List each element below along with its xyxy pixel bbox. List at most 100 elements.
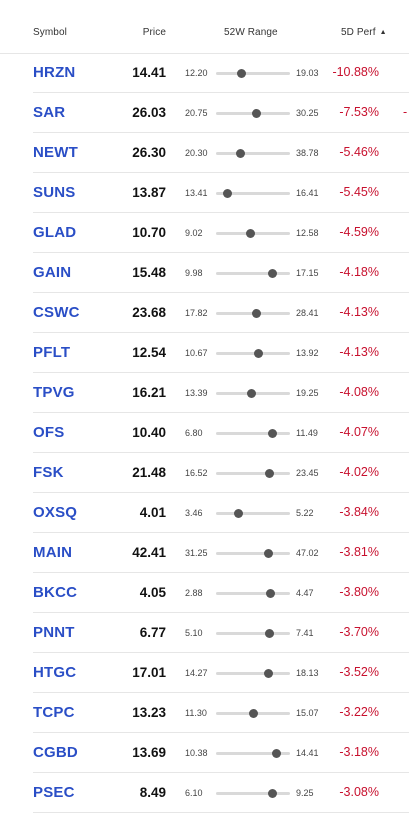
range-high: 17.15 <box>296 268 319 278</box>
column-header-price[interactable]: Price <box>142 27 166 38</box>
price-value: 4.01 <box>139 505 166 520</box>
symbol-link[interactable]: OFS <box>33 424 65 441</box>
table-row[interactable]: OXSQ 4.01 3.46 5.22 -3.84% <box>33 493 409 533</box>
symbol-link[interactable]: BKCC <box>33 584 78 601</box>
price-value: 13.69 <box>132 745 166 760</box>
range-low: 9.02 <box>185 228 203 238</box>
perf-value: -3.81% <box>339 545 379 559</box>
range-high: 5.22 <box>296 508 314 518</box>
perf-value: -3.08% <box>339 785 379 799</box>
price-value: 14.41 <box>132 65 166 80</box>
symbol-link[interactable]: PFLT <box>33 344 71 361</box>
range-low: 9.98 <box>185 268 203 278</box>
range-high: 9.25 <box>296 788 314 798</box>
table-row[interactable]: TCPC 13.23 11.30 15.07 -3.22% <box>33 693 409 733</box>
table-row[interactable]: HRZN 14.41 12.20 19.03 -10.88% <box>33 53 409 93</box>
perf-value: -4.13% <box>339 305 379 319</box>
perf-value: -5.46% <box>339 145 379 159</box>
table-row[interactable]: PSEC 8.49 6.10 9.25 -3.08% <box>33 773 409 813</box>
range-high: 47.02 <box>296 548 319 558</box>
range-high: 7.41 <box>296 628 314 638</box>
symbol-link[interactable]: NEWT <box>33 144 78 161</box>
column-header-52w-range[interactable]: 52W Range <box>224 27 278 38</box>
range-track <box>216 109 290 118</box>
range-track <box>216 509 290 518</box>
symbol-link[interactable]: PNNT <box>33 624 75 641</box>
table-row[interactable]: NEWT 26.30 20.30 38.78 -5.46% <box>33 133 409 173</box>
symbol-link[interactable]: HRZN <box>33 64 76 81</box>
table-row[interactable]: MAIN 42.41 31.25 47.02 -3.81% <box>33 533 409 573</box>
symbol-link[interactable]: MAIN <box>33 544 73 561</box>
range-position-marker <box>264 469 274 478</box>
range-low: 20.30 <box>185 148 208 158</box>
range-track <box>216 469 290 478</box>
column-header-symbol[interactable]: Symbol <box>33 27 67 38</box>
symbol-link[interactable]: OXSQ <box>33 504 78 521</box>
range-high: 28.41 <box>296 308 319 318</box>
symbol-link[interactable]: TCPC <box>33 704 75 721</box>
range-high: 38.78 <box>296 148 319 158</box>
symbol-link[interactable]: FSK <box>33 464 64 481</box>
sort-ascending-icon[interactable]: ▲ <box>379 29 387 36</box>
perf-value: -3.18% <box>339 745 379 759</box>
table-row[interactable]: OFS 10.40 6.80 11.49 -4.07% <box>33 413 409 453</box>
table-row[interactable]: GLAD 10.70 9.02 12.58 -4.59% <box>33 213 409 253</box>
range-track <box>216 549 290 558</box>
table-row[interactable]: PFLT 12.54 10.67 13.92 -4.13% <box>33 333 409 373</box>
table-row[interactable]: CSWC 23.68 17.82 28.41 -4.13% <box>33 293 409 333</box>
table-row[interactable]: GAIN 15.48 9.98 17.15 -4.18% <box>33 253 409 293</box>
range-track <box>216 189 290 198</box>
range-position-marker <box>252 109 262 118</box>
perf-overflow: - <box>403 105 408 119</box>
range-low: 13.39 <box>185 388 208 398</box>
perf-value: -4.07% <box>339 425 379 439</box>
symbol-link[interactable]: GAIN <box>33 264 72 281</box>
range-position-marker <box>249 709 259 718</box>
range-position-marker <box>252 309 262 318</box>
column-header-5d-perf[interactable]: 5D Perf ▲ <box>341 27 387 38</box>
table-row[interactable]: BKCC 4.05 2.88 4.47 -3.80% <box>33 573 409 613</box>
table-row[interactable]: FSK 21.48 16.52 23.45 -4.02% <box>33 453 409 493</box>
range-track <box>216 389 290 398</box>
symbol-link[interactable]: SUNS <box>33 184 76 201</box>
range-low: 10.38 <box>185 748 208 758</box>
range-position-marker <box>268 429 278 438</box>
symbol-link[interactable]: HTGC <box>33 664 77 681</box>
perf-value: -3.52% <box>339 665 379 679</box>
price-value: 16.21 <box>132 385 166 400</box>
symbol-link[interactable]: GLAD <box>33 224 77 241</box>
table-row[interactable]: TPVG 16.21 13.39 19.25 -4.08% <box>33 373 409 413</box>
range-high: 13.92 <box>296 348 319 358</box>
price-value: 10.40 <box>132 425 166 440</box>
table-row[interactable]: HTGC 17.01 14.27 18.13 -3.52% <box>33 653 409 693</box>
perf-value: -3.22% <box>339 705 379 719</box>
symbol-link[interactable]: CSWC <box>33 304 80 321</box>
table-row[interactable]: SAR 26.03 20.75 30.25 -7.53% - <box>33 93 409 133</box>
table-row[interactable]: PNNT 6.77 5.10 7.41 -3.70% <box>33 613 409 653</box>
range-position-marker <box>272 749 282 758</box>
range-position-marker <box>264 549 274 558</box>
perf-value: -3.84% <box>339 505 379 519</box>
price-value: 23.68 <box>132 305 166 320</box>
table-header: Symbol Price 52W Range 5D Perf ▲ <box>0 14 409 54</box>
perf-value: -5.45% <box>339 185 379 199</box>
price-value: 4.05 <box>139 585 166 600</box>
range-high: 30.25 <box>296 108 319 118</box>
range-high: 23.45 <box>296 468 319 478</box>
symbol-link[interactable]: CGBD <box>33 744 78 761</box>
price-value: 26.03 <box>132 105 166 120</box>
range-high: 15.07 <box>296 708 319 718</box>
range-track <box>216 149 290 158</box>
symbol-link[interactable]: SAR <box>33 104 66 121</box>
range-high: 16.41 <box>296 188 319 198</box>
price-value: 15.48 <box>132 265 166 280</box>
range-low: 31.25 <box>185 548 208 558</box>
range-position-marker <box>237 69 247 78</box>
symbol-link[interactable]: TPVG <box>33 384 75 401</box>
table-row[interactable]: SUNS 13.87 13.41 16.41 -5.45% <box>33 173 409 213</box>
table-row[interactable]: CGBD 13.69 10.38 14.41 -3.18% <box>33 733 409 773</box>
range-position-marker <box>235 149 245 158</box>
range-track <box>216 229 290 238</box>
range-track <box>216 309 290 318</box>
symbol-link[interactable]: PSEC <box>33 784 75 801</box>
